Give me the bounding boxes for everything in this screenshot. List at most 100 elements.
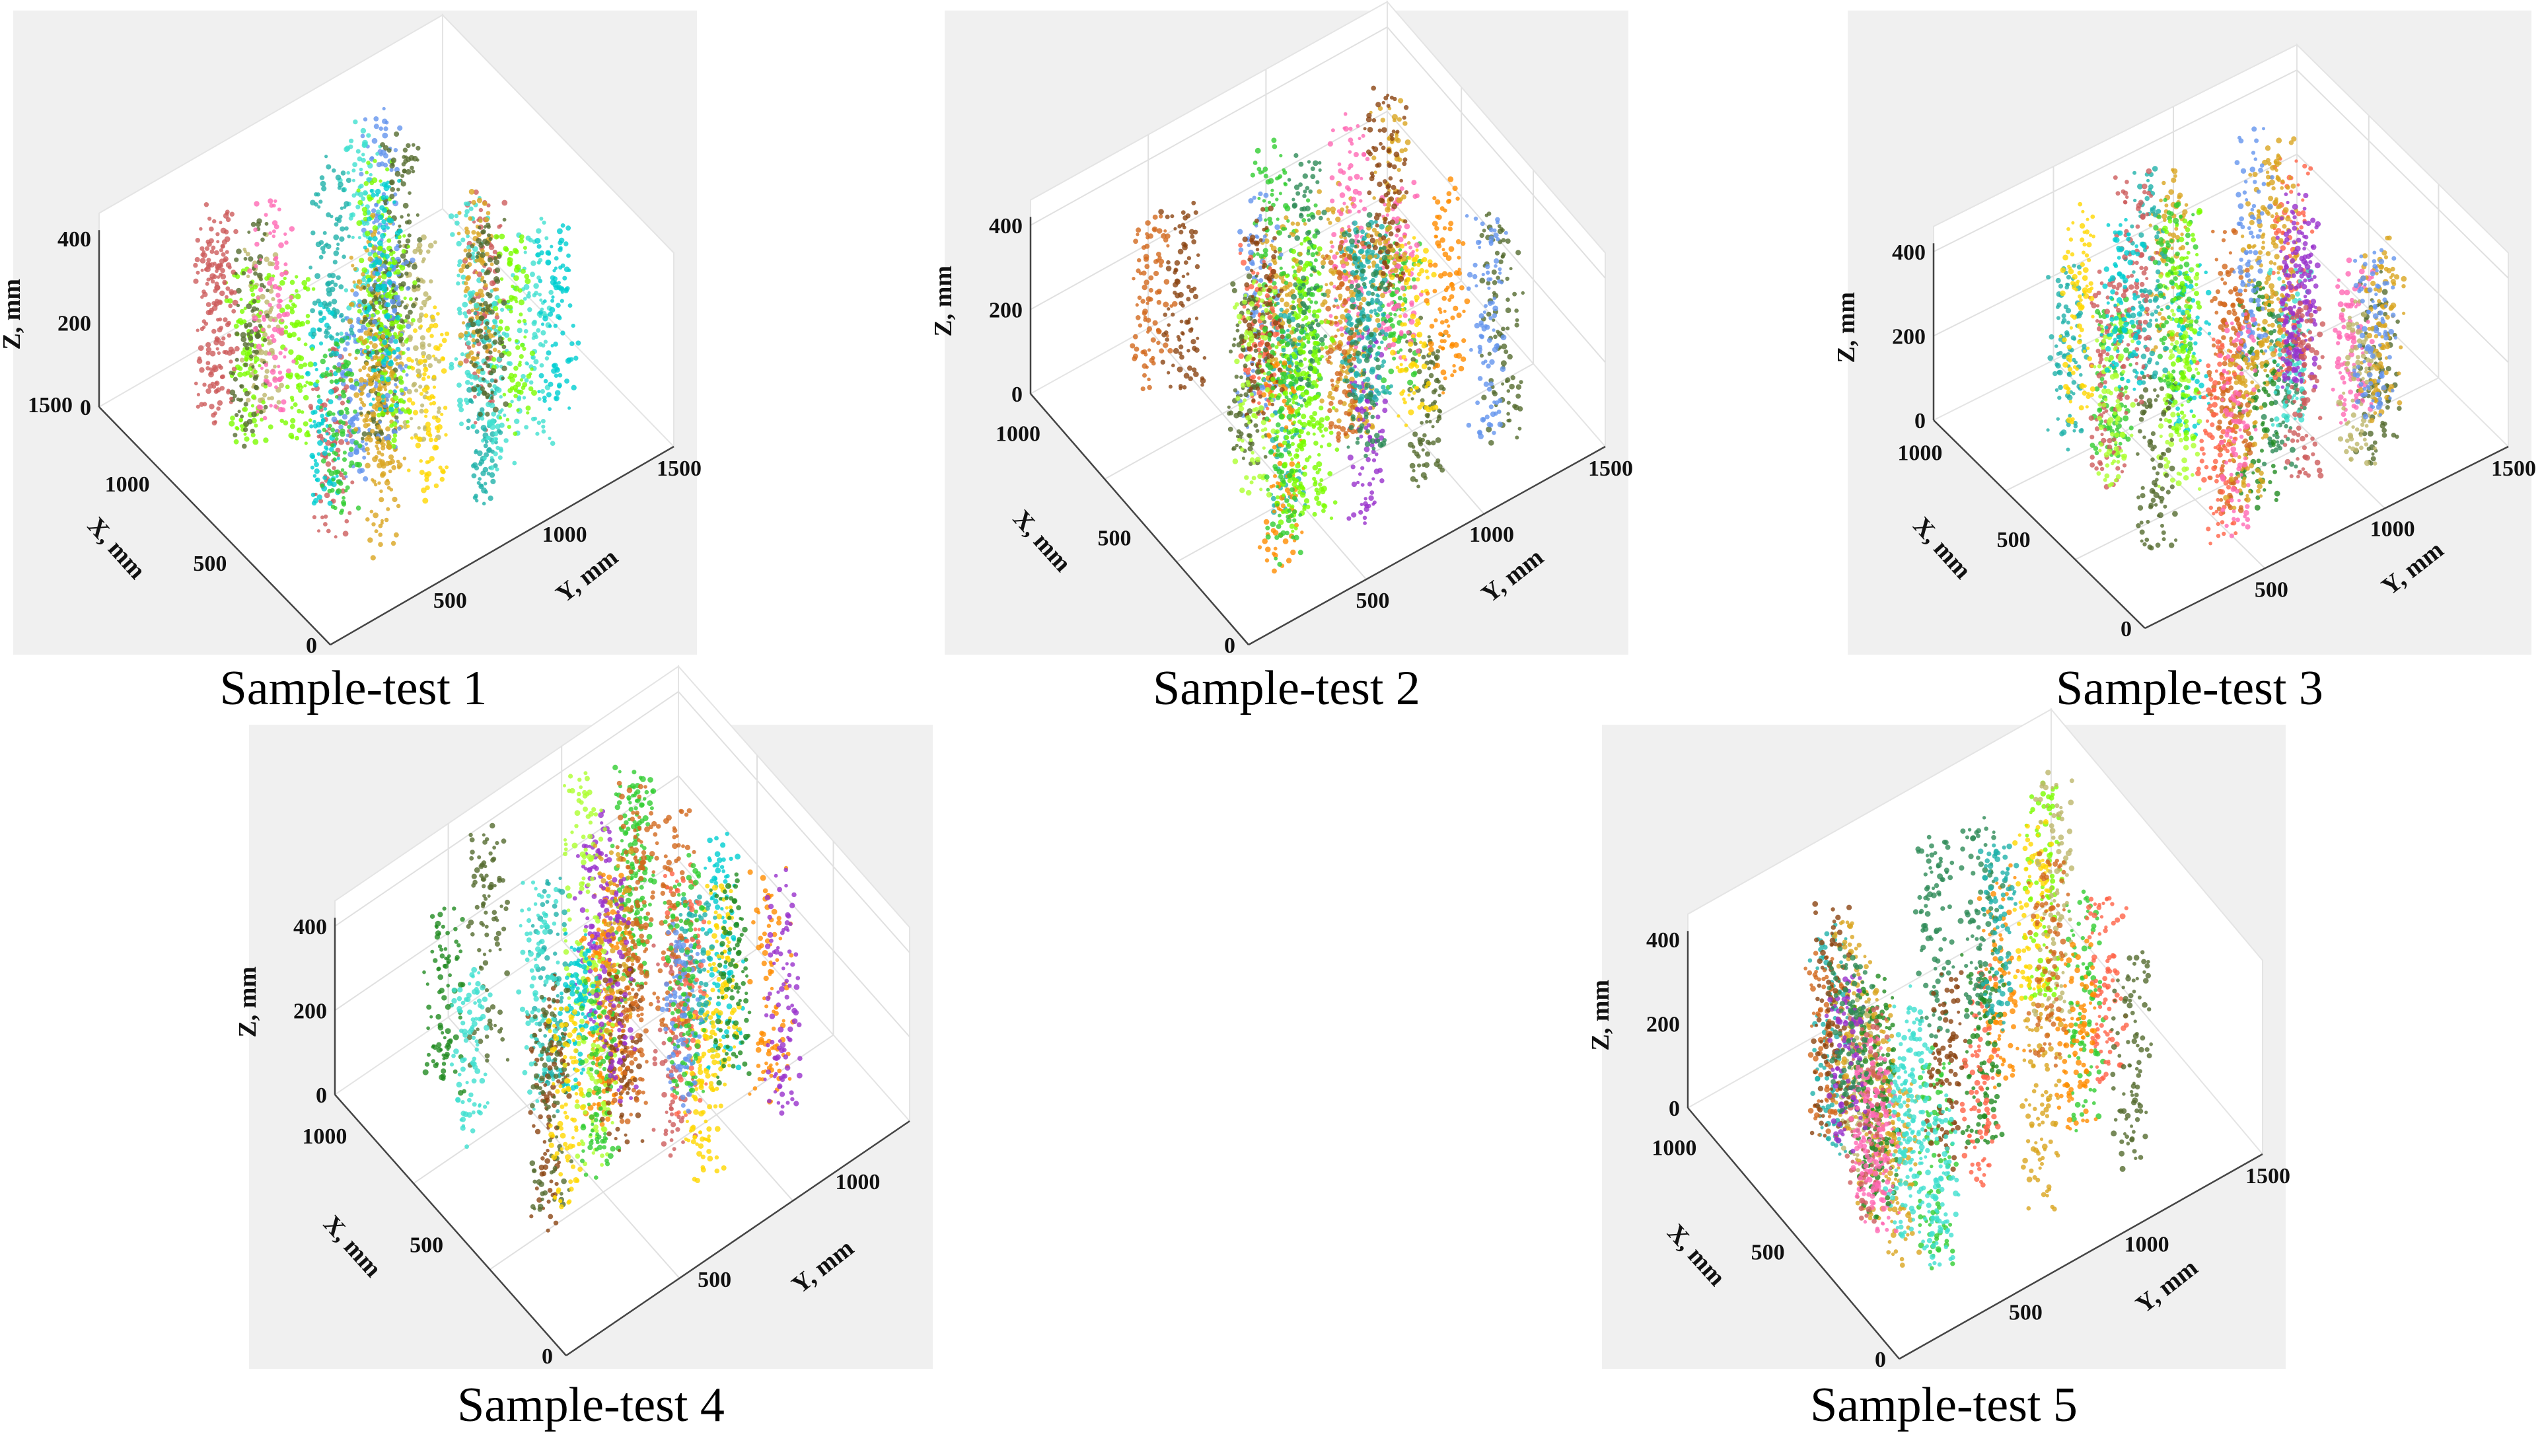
data-point xyxy=(471,344,476,348)
data-point xyxy=(386,180,390,184)
data-point xyxy=(374,256,379,262)
data-point xyxy=(1132,356,1138,361)
data-point xyxy=(1437,464,1443,470)
data-point xyxy=(333,386,340,392)
data-point xyxy=(497,254,502,259)
data-point xyxy=(430,314,435,320)
data-point xyxy=(476,232,482,238)
data-point xyxy=(272,220,278,226)
data-point xyxy=(423,359,427,363)
data-point xyxy=(1501,344,1507,349)
data-point xyxy=(499,319,503,324)
data-point xyxy=(254,333,261,340)
data-point xyxy=(1414,451,1420,456)
data-point xyxy=(310,347,314,351)
data-point xyxy=(1343,126,1349,132)
data-point xyxy=(1151,355,1155,361)
data-point xyxy=(541,424,546,429)
data-point xyxy=(1309,273,1313,277)
data-point xyxy=(1279,266,1283,270)
data-point xyxy=(335,332,340,336)
data-point xyxy=(315,477,320,483)
data-point xyxy=(1492,280,1498,285)
data-point xyxy=(262,332,268,338)
data-point xyxy=(394,382,398,387)
data-point xyxy=(1145,317,1151,323)
data-point xyxy=(464,226,469,231)
data-point xyxy=(196,404,200,409)
data-point xyxy=(262,392,268,398)
data-point xyxy=(382,145,389,151)
data-point xyxy=(1229,349,1233,354)
data-point xyxy=(1375,318,1381,323)
data-point xyxy=(475,338,480,344)
data-point xyxy=(1330,244,1334,249)
data-point xyxy=(1367,503,1371,509)
data-point xyxy=(206,264,211,270)
data-point xyxy=(464,330,468,335)
data-point xyxy=(1163,237,1169,243)
data-point xyxy=(1354,279,1359,283)
data-point xyxy=(1264,293,1270,299)
data-point xyxy=(462,301,468,308)
data-point xyxy=(256,410,260,414)
data-point xyxy=(325,461,332,467)
data-point xyxy=(1498,259,1504,264)
data-point xyxy=(289,309,295,314)
data-point xyxy=(1238,247,1244,253)
data-point xyxy=(486,203,491,207)
data-point xyxy=(326,331,330,335)
data-point xyxy=(380,233,386,239)
data-point xyxy=(484,490,488,494)
data-point xyxy=(501,376,505,381)
data-point xyxy=(242,342,248,347)
data-point xyxy=(1365,258,1371,265)
data-point xyxy=(387,460,393,466)
data-point xyxy=(1262,347,1268,353)
data-point xyxy=(471,230,476,235)
data-point xyxy=(268,424,273,430)
data-point xyxy=(1368,495,1374,501)
data-point xyxy=(1393,312,1397,317)
data-point xyxy=(456,397,463,404)
data-point xyxy=(235,425,239,430)
data-point xyxy=(403,296,407,300)
data-point xyxy=(249,342,254,347)
data-point xyxy=(485,269,491,275)
data-point xyxy=(460,274,466,280)
data-point xyxy=(1147,233,1153,239)
data-point xyxy=(1336,418,1342,423)
data-point xyxy=(295,435,299,441)
data-point xyxy=(363,245,367,250)
data-point xyxy=(406,219,412,225)
data-point xyxy=(1417,353,1421,357)
data-point xyxy=(471,463,476,468)
data-point xyxy=(394,236,399,240)
data-point xyxy=(386,486,391,490)
data-point xyxy=(297,321,303,327)
data-point xyxy=(1369,309,1374,314)
data-point xyxy=(254,264,258,269)
data-point xyxy=(393,339,398,344)
data-point xyxy=(246,418,253,425)
data-point xyxy=(456,382,462,388)
data-point xyxy=(326,212,331,217)
data-point xyxy=(227,350,233,356)
data-point xyxy=(234,257,239,262)
data-point xyxy=(205,347,212,353)
x-tick-label: 1500 xyxy=(28,393,73,418)
data-point xyxy=(1515,393,1521,399)
data-point xyxy=(279,418,284,423)
data-point xyxy=(1136,233,1140,237)
data-point xyxy=(419,335,426,341)
data-point xyxy=(396,503,401,509)
data-point xyxy=(320,418,325,422)
data-point xyxy=(260,418,264,422)
data-point xyxy=(429,323,435,328)
data-point xyxy=(367,216,372,222)
data-point xyxy=(217,275,221,279)
data-point xyxy=(366,435,371,440)
data-point xyxy=(1377,346,1381,350)
data-point xyxy=(490,390,494,394)
data-point xyxy=(336,242,340,246)
